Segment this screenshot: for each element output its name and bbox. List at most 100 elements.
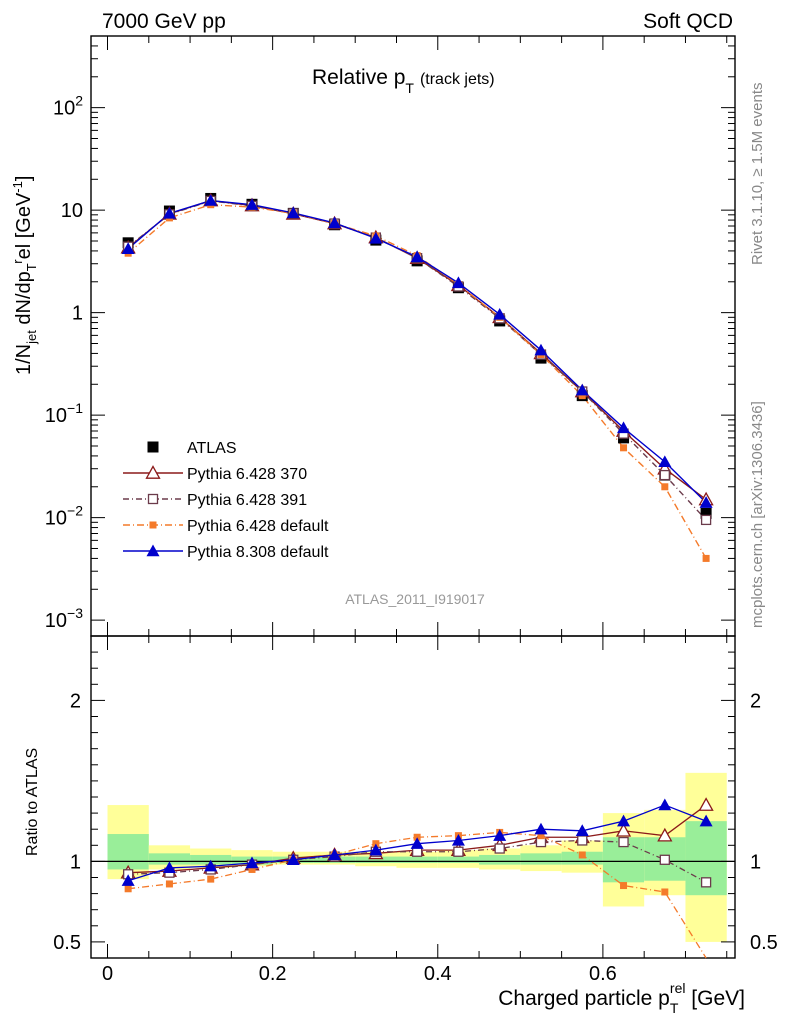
ratio-point-p8 — [121, 874, 135, 886]
point-p8 — [328, 216, 342, 229]
x-axis-title: Charged particle pTrel [GeV] — [498, 980, 745, 1016]
ratio-y-axis-title: Ratio to ATLAS — [24, 748, 41, 856]
ratio-point-p8 — [575, 824, 589, 837]
ratio-point-pdef — [537, 832, 545, 840]
ratio-point-p8 — [328, 848, 342, 861]
ratio-y-tick-label: 2 — [70, 690, 81, 712]
main-series-layer — [120, 192, 714, 562]
ratio-point-p391 — [618, 836, 629, 848]
legend-label-atlas: ATLAS — [187, 440, 237, 457]
ratio-point-p8 — [162, 861, 176, 874]
ratio-point-pdef — [248, 865, 256, 873]
y-tick-label: 102 — [53, 93, 83, 120]
point-p8 — [699, 496, 713, 508]
ratio-point-p8 — [451, 833, 465, 846]
point-p8 — [534, 343, 548, 356]
y-tick-label: 10−3 — [45, 605, 83, 632]
x-axis-title-sub: T — [670, 1000, 679, 1016]
ratio-point-pdef — [207, 875, 215, 883]
point-p8 — [617, 421, 631, 434]
ratio-point-pdef — [620, 882, 628, 890]
point-p8 — [162, 206, 176, 219]
ratio-point-p8 — [534, 822, 548, 835]
chart-title-sub: T — [405, 80, 414, 96]
ratio-y-tick-label-right: 0.5 — [750, 932, 778, 954]
x-axis-title-main: Charged particle p — [498, 987, 670, 1010]
ratio-point-p391 — [453, 846, 464, 857]
point-pdef — [620, 444, 628, 452]
point-p8 — [658, 455, 672, 468]
x-tick-label: 0 — [102, 963, 113, 985]
ratio-point-p391 — [494, 843, 505, 854]
ratio-point-p370 — [615, 822, 632, 837]
band-inner-bin — [437, 856, 480, 864]
legend-marker-pdef — [149, 521, 157, 529]
ratio-point-pdef — [578, 851, 586, 859]
ratio-uncertainty-bands — [91, 772, 735, 942]
point-p391 — [700, 514, 712, 526]
ratio-point-p391 — [659, 854, 670, 865]
x-axis-title-sup: rel — [670, 980, 686, 996]
band-inner-bin — [148, 853, 191, 865]
point-p8 — [493, 307, 507, 320]
ratio-point-pdef — [124, 885, 132, 893]
ratio-point-p8 — [658, 798, 672, 811]
ratio-series-layer — [120, 797, 714, 959]
ratio-point-pdef — [661, 888, 669, 896]
point-pdef — [578, 392, 586, 400]
x-tick-label: 0.6 — [589, 963, 617, 985]
x-tick-label: 0.4 — [424, 963, 452, 985]
legend: ATLAS Pythia 6.428 370 Pythia 6.428 391 Pyt… — [123, 440, 329, 561]
ratio-point-p8 — [699, 814, 713, 827]
x-tick-label: 0.2 — [259, 963, 287, 985]
ratio-y-tick-label: 0.5 — [53, 932, 81, 954]
chart-title-main: Relative p — [312, 66, 405, 89]
legend-marker-p8 — [146, 544, 160, 557]
ratio-point-p8 — [204, 859, 218, 872]
y-tick-label: 10−2 — [45, 503, 83, 530]
ratio-point-p8 — [617, 814, 631, 827]
ratio-point-pdef — [165, 880, 173, 888]
ratio-point-p8 — [493, 829, 507, 841]
chart-title-tail: (track jets) — [420, 71, 495, 88]
axes-ticks: 10−3 10−2 10−1 1 10 102 0 0.2 0.4 0.6 0.5 0.5 1 1 2 2 — [45, 35, 778, 985]
main-y-axis-title: 1/Njet dN/dpTrel [GeV-1] — [10, 176, 39, 375]
point-p8 — [204, 194, 218, 206]
ratio-point-p391 — [577, 835, 588, 846]
band-inner-bin — [355, 856, 397, 864]
point-p391 — [659, 469, 670, 481]
band-inner-bin — [479, 854, 521, 865]
ratio-y-tick-label: 1 — [70, 851, 81, 873]
ratio-point-p391 — [700, 877, 712, 888]
band-inner-bin — [107, 834, 149, 870]
legend-label-p391: Pythia 6.428 391 — [187, 492, 307, 509]
ratio-point-p370 — [698, 797, 714, 811]
ratio-point-p8 — [369, 843, 383, 856]
point-p8 — [121, 242, 135, 254]
ratio-point-p8 — [410, 837, 424, 849]
ratio-point-p370 — [657, 827, 673, 842]
ratio-y-tick-label-right: 2 — [750, 690, 761, 712]
ratio-point-p8 — [286, 853, 300, 865]
legend-marker-atlas — [147, 441, 159, 453]
point-p8 — [451, 276, 465, 289]
point-pdef — [661, 483, 669, 491]
legend-label-p8: Pythia 8.308 default — [187, 544, 329, 561]
legend-label-p370: Pythia 6.428 370 — [187, 466, 307, 483]
chart-title: Relative pT (track jets) — [312, 66, 495, 96]
rivet-info: Rivet 3.1.10, ≥ 1.5M events — [749, 83, 766, 266]
ratio-y-tick-label-right: 1 — [750, 851, 761, 873]
legend-marker-p391 — [147, 493, 159, 505]
ratio-point-p8 — [245, 856, 259, 869]
mcplots-info: mcplots.cern.ch [arXiv:1306.3436] — [749, 401, 766, 628]
series-line-p8 — [127, 199, 707, 504]
point-atlas — [700, 507, 712, 519]
analysis-watermark: ATLAS_2011_I919017 — [345, 591, 485, 607]
point-p8 — [575, 383, 589, 396]
point-pdef — [702, 554, 710, 562]
y-tick-label: 10 — [61, 200, 83, 222]
ratio-plot-frame — [90, 635, 736, 959]
point-p8 — [286, 206, 300, 219]
band-inner-bin — [396, 856, 438, 864]
